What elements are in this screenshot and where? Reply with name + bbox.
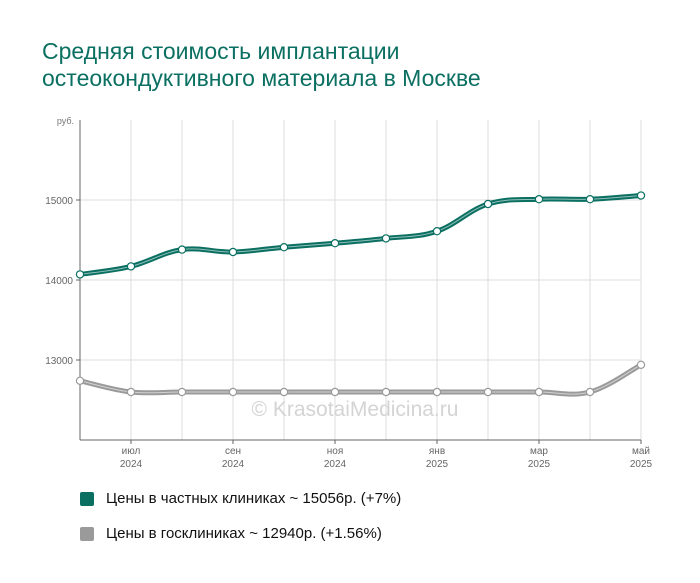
watermark: © KrasotaiMedicina.ru	[252, 398, 459, 421]
legend-item-private: Цены в частных клиниках ~ 15056р. (+7%)	[80, 490, 401, 507]
series-line-highlight-private	[79, 195, 642, 275]
x-tick-label-month: сен	[225, 446, 241, 457]
data-point-private	[75, 270, 85, 279]
x-tick-label-year: 2025	[426, 459, 449, 470]
data-point-public	[228, 387, 238, 397]
data-point-public	[330, 387, 340, 397]
data-point-private	[177, 245, 187, 254]
chart-title: Средняя стоимость имплантации остеоконду…	[42, 38, 662, 92]
data-point-private	[432, 226, 442, 236]
x-tick-label-month: май	[632, 446, 650, 457]
x-tick-label-year: 2025	[528, 459, 551, 470]
x-tick-label-year: 2025	[630, 459, 653, 470]
y-axis-unit-label: руб.	[57, 116, 74, 126]
legend-swatch-public	[80, 526, 94, 541]
legend-label-public: Цены в госклиниках ~ 12940р. (+1.56%)	[106, 525, 382, 542]
data-point-private	[534, 194, 544, 204]
data-point-private	[330, 238, 340, 248]
series-line-highlight-public	[79, 364, 642, 395]
data-point-private	[483, 199, 493, 209]
series-line-public	[77, 362, 644, 397]
data-point-private	[279, 242, 289, 252]
data-point-private	[636, 191, 646, 200]
data-point-public	[126, 387, 136, 397]
x-tick-label-year: 2024	[222, 459, 245, 470]
x-tick-label-month: ноя	[327, 446, 344, 457]
data-point-public	[636, 360, 646, 369]
data-point-private	[126, 262, 136, 271]
data-point-private	[585, 194, 595, 204]
data-point-public	[75, 376, 85, 385]
x-tick-label-month: июл	[122, 446, 141, 457]
chart-title-line-2: остеокондуктивного материала в Москве	[42, 65, 481, 91]
x-tick-label-year: 2024	[120, 459, 143, 470]
data-point-public	[432, 387, 442, 397]
y-tick-label: 15000	[45, 196, 73, 207]
data-point-public	[483, 387, 493, 397]
data-point-private	[381, 234, 391, 243]
x-tick-label-year: 2024	[324, 459, 347, 470]
legend-item-public: Цены в госклиниках ~ 12940р. (+1.56%)	[80, 525, 382, 542]
data-point-public	[177, 387, 187, 397]
x-tick-label-month: янв	[429, 446, 445, 457]
legend-label-private: Цены в частных клиниках ~ 15056р. (+7%)	[106, 490, 402, 507]
data-point-public	[381, 387, 391, 397]
x-tick-label-month: мар	[530, 446, 548, 457]
y-tick-label: 13000	[45, 356, 73, 367]
y-tick-label: 14000	[45, 276, 73, 287]
legend-swatch-private	[80, 491, 94, 506]
series-line-private	[77, 193, 644, 277]
data-point-private	[228, 247, 238, 257]
data-point-public	[279, 387, 289, 397]
data-point-public	[534, 387, 544, 397]
data-point-public	[585, 387, 595, 397]
chart-title-line-1: Средняя стоимость имплантации	[42, 38, 400, 64]
